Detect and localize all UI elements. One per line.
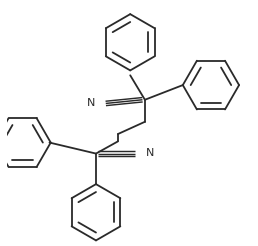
Text: N: N [146,148,154,158]
Text: N: N [86,98,95,108]
